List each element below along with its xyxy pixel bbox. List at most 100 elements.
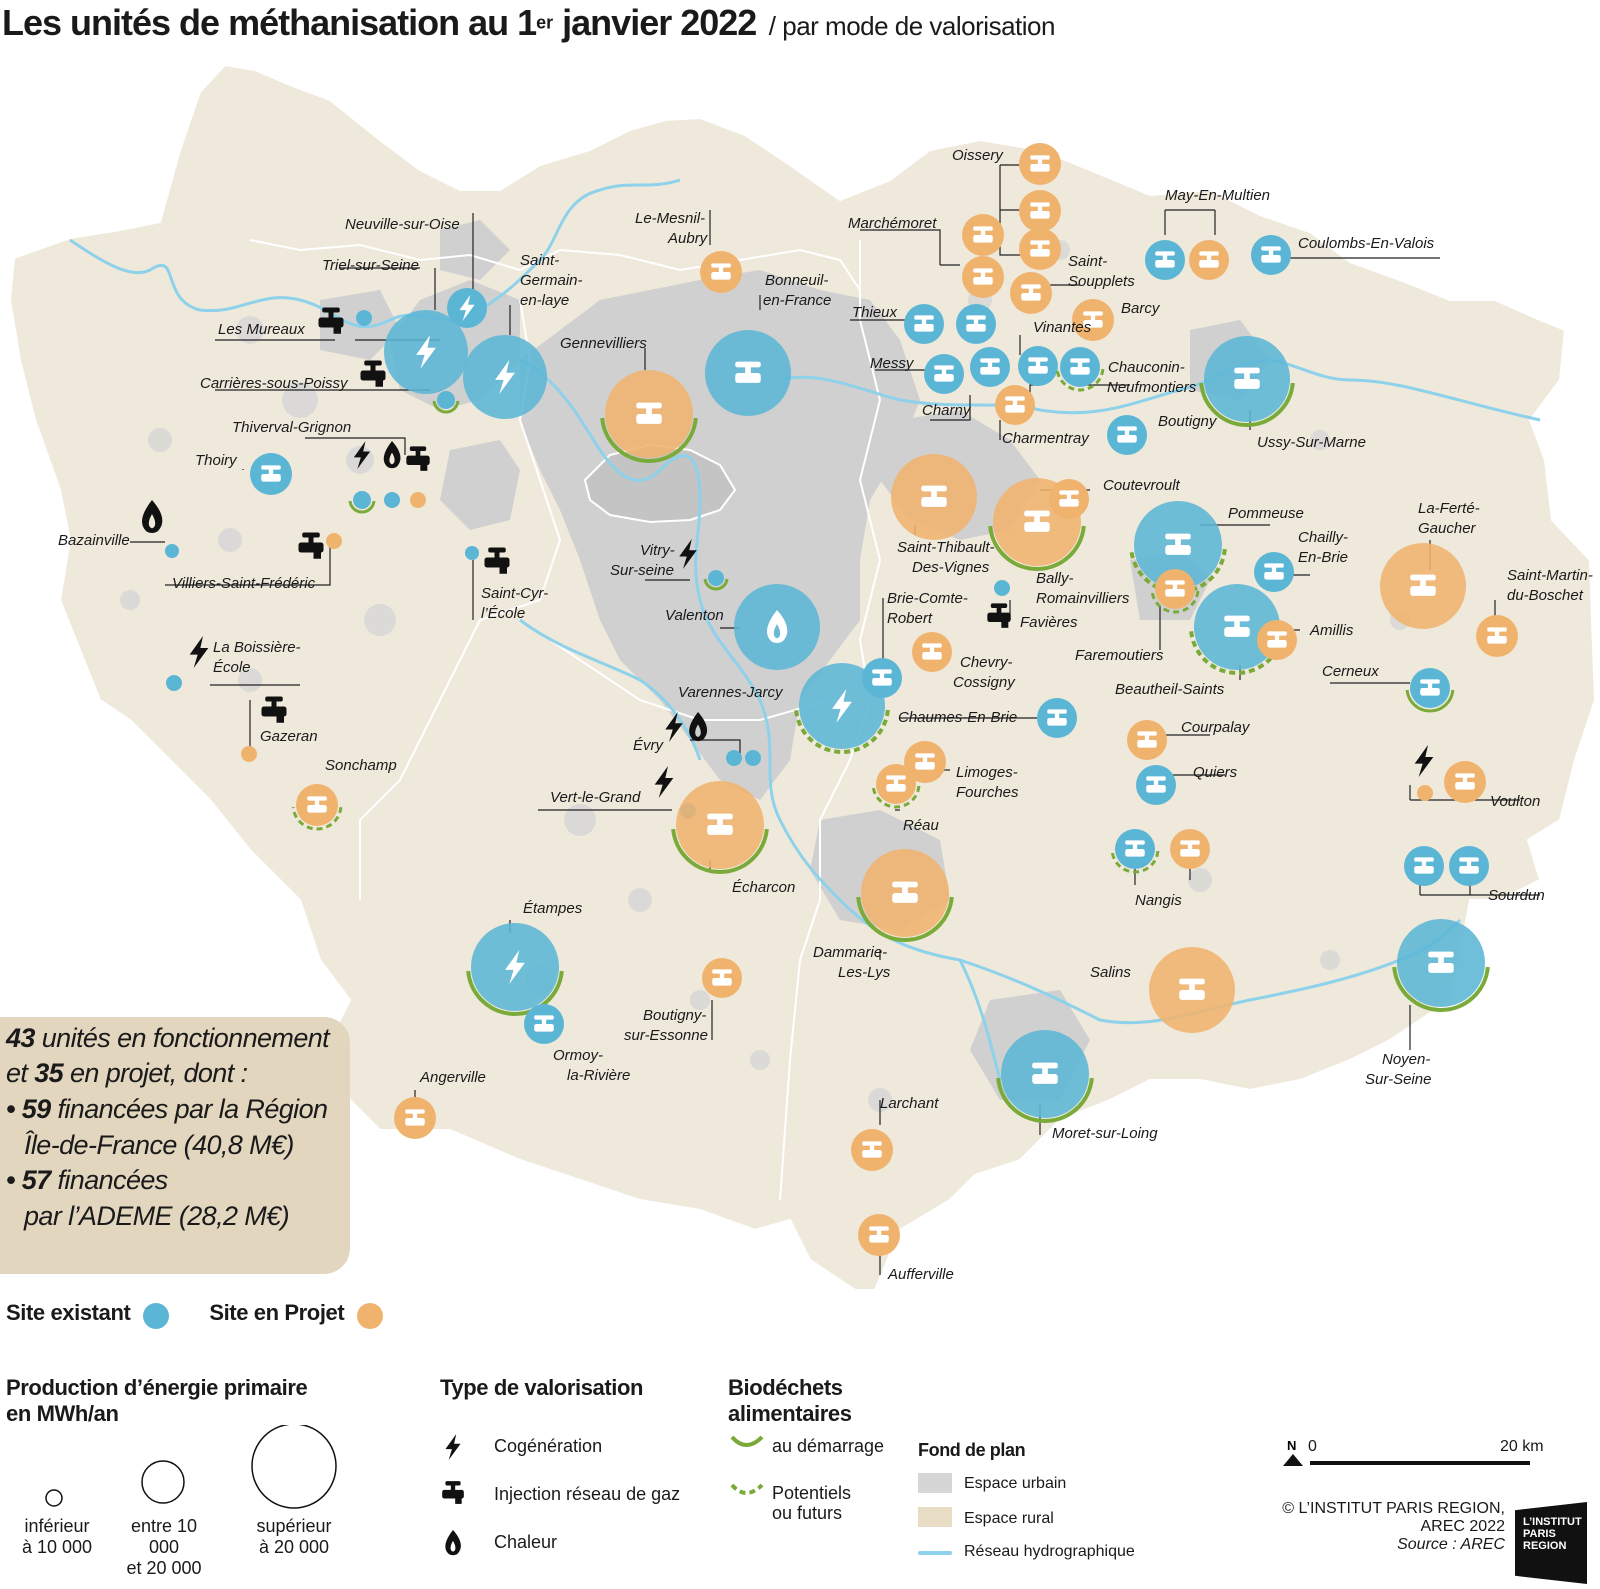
label-noyen1: Noyen-: [1382, 1051, 1430, 1068]
legend-project-swatch: [356, 1302, 383, 1329]
biodechet-arc-chauconin: [1055, 368, 1105, 392]
bio-future-arc: [730, 1483, 764, 1495]
legend-chaleur: Chaleur: [494, 1532, 558, 1552]
label-chevry1: Chevry-: [960, 654, 1013, 671]
legend-cogeneration: Cogénération: [494, 1436, 603, 1456]
stats-pre-2: et: [6, 1058, 35, 1088]
size-big-caption-1: supérieur: [256, 1516, 332, 1536]
label-brie1: Brie-Comte-: [887, 590, 968, 607]
label-maymult: May-En-Multien: [1165, 187, 1270, 204]
rural-swatch: [918, 1507, 952, 1527]
stats-num-3: 59: [21, 1094, 51, 1124]
label-bonneuil1: Bonneuil-: [765, 272, 828, 289]
biodechet-arc-noyen: [1392, 966, 1490, 1012]
biodechet-arc-nangis-1: [1110, 850, 1160, 874]
label-beautheil: Beautheil-Saints: [1115, 681, 1225, 698]
site-triel: [384, 310, 468, 394]
size-small-caption-1: inférieur: [24, 1516, 90, 1536]
site-evry-1: [726, 750, 742, 766]
site-chauconin: [1055, 347, 1105, 392]
legend-hydro: Réseau hydrographique: [964, 1543, 1135, 1560]
logo-line-1: L’INSTITUT: [1523, 1516, 1582, 1528]
biodechet-arc-bally: [988, 525, 1086, 571]
site-reau: [856, 849, 954, 942]
copyright-text: © L’INSTITUT PARIS REGION, AREC 2022: [1282, 1500, 1505, 1535]
label-vitry2: Sur-seine: [610, 562, 674, 579]
site-etampes: [466, 923, 564, 1016]
label-chaumes: Chaumes-En-Brie: [898, 709, 1017, 726]
label-thoiry: Thoiry: [195, 452, 238, 469]
site-boutigny: [702, 958, 742, 998]
stats-line-4: Île-de-France (40,8 M€): [24, 1130, 294, 1160]
site-voulton: [1444, 761, 1486, 803]
label-reau: Réau: [903, 817, 940, 834]
size-circle-medium: [141, 1460, 185, 1504]
site-amillis: [1257, 620, 1297, 660]
label-bazain: Bazainville: [58, 532, 130, 549]
site-circle-villiers: [326, 533, 342, 549]
stats-text-5: financées: [50, 1165, 169, 1195]
legend-valorisation-title: Type de valorisation: [440, 1375, 644, 1400]
scale-zero: 0: [1308, 1438, 1317, 1455]
biodechet-arc-thiverval-1: [348, 500, 376, 514]
north-arrow-icon: N: [1283, 1438, 1303, 1466]
biodechet-arc-etampes: [466, 970, 564, 1016]
label-brie2: Robert: [887, 610, 933, 627]
label-dammarie2: Les-Lys: [838, 964, 891, 981]
site-marchemoret-1: [962, 214, 1004, 256]
label-nangis: Nangis: [1135, 892, 1182, 909]
label-supplets1: Saint-: [1068, 253, 1107, 270]
label-faremoutiers: Faremoutiers: [1075, 647, 1164, 664]
biodechet-arc-reau: [856, 896, 954, 942]
site-may-1: [1145, 240, 1185, 280]
biodechet-arc-sonchamp: [291, 806, 343, 831]
legend-size-circles: [45, 1425, 337, 1509]
site-saint-germain: [463, 335, 547, 419]
label-boutigny_m: Boutigny: [1158, 413, 1218, 430]
site-gazeran: [241, 746, 257, 762]
label-sg1: Saint-: [520, 252, 559, 269]
stats-line-6: par l’ADEME (28,2 M€): [24, 1201, 290, 1231]
site-salins: [1149, 947, 1235, 1033]
size-big-caption-2: à 20 000: [258, 1537, 330, 1557]
site-circle-boissiere: [166, 675, 182, 691]
site-aufferville: [858, 1214, 900, 1256]
site-reau-small: [871, 764, 921, 809]
label-oissery: Oissery: [952, 147, 1004, 164]
size-mid-caption: entre 10 000 et 20 000: [114, 1516, 214, 1579]
site-circle-vitry: [708, 570, 724, 586]
site-neuville: [447, 288, 487, 328]
label-stthib1: Saint-Thibault-: [897, 539, 995, 556]
label-varennes: Varennes-Jarcy: [678, 684, 784, 701]
site-boissiere: [166, 675, 182, 691]
site-circle-favieres-dot: [994, 580, 1010, 596]
legend-valorisation-icons: [442, 1434, 464, 1556]
bio-start-arc: [730, 1435, 764, 1447]
site-pommeuse: [1129, 501, 1227, 594]
title-subtitle: / par mode de valorisation: [768, 11, 1056, 41]
biodechet-arc-reau-small: [871, 785, 921, 809]
site-carrieres-dot: [432, 391, 460, 414]
title-main-2: janvier 2022: [553, 2, 757, 43]
legend-bio-future-1: Potentiels: [772, 1483, 852, 1503]
stats-box: 43 unités en fonctionnement et 35 en pro…: [0, 1017, 350, 1274]
label-bonneuil2: en-France: [763, 292, 831, 309]
title-main: Les unités de méthanisation au 1: [2, 2, 537, 43]
cogeneration-icon: [445, 1434, 461, 1460]
site-circle-thiverval-2: [384, 492, 400, 508]
site-bonneuil: [705, 330, 791, 416]
label-quiers: Quiers: [1193, 764, 1238, 781]
site-marchemoret-2: [962, 256, 1004, 298]
legend-bio-start: au démarrage: [772, 1436, 885, 1456]
stats-line-5: • 57 financées: [6, 1165, 168, 1196]
label-chauconin2: Neufmontiers: [1107, 379, 1197, 396]
site-evry-2: [745, 750, 761, 766]
site-circle-evry-2: [745, 750, 761, 766]
site-sourdun-1: [1404, 846, 1444, 886]
label-coutevroult: Coutevroult: [1103, 477, 1181, 494]
legend-production: Production d’énergie primaire en MWh/an …: [6, 1375, 337, 1578]
legend-valorisation: Type de valorisation Cogénération Inject…: [440, 1375, 700, 1575]
label-thieux: Thieux: [852, 304, 898, 321]
label-marchemoret: Marchémoret: [848, 215, 937, 232]
